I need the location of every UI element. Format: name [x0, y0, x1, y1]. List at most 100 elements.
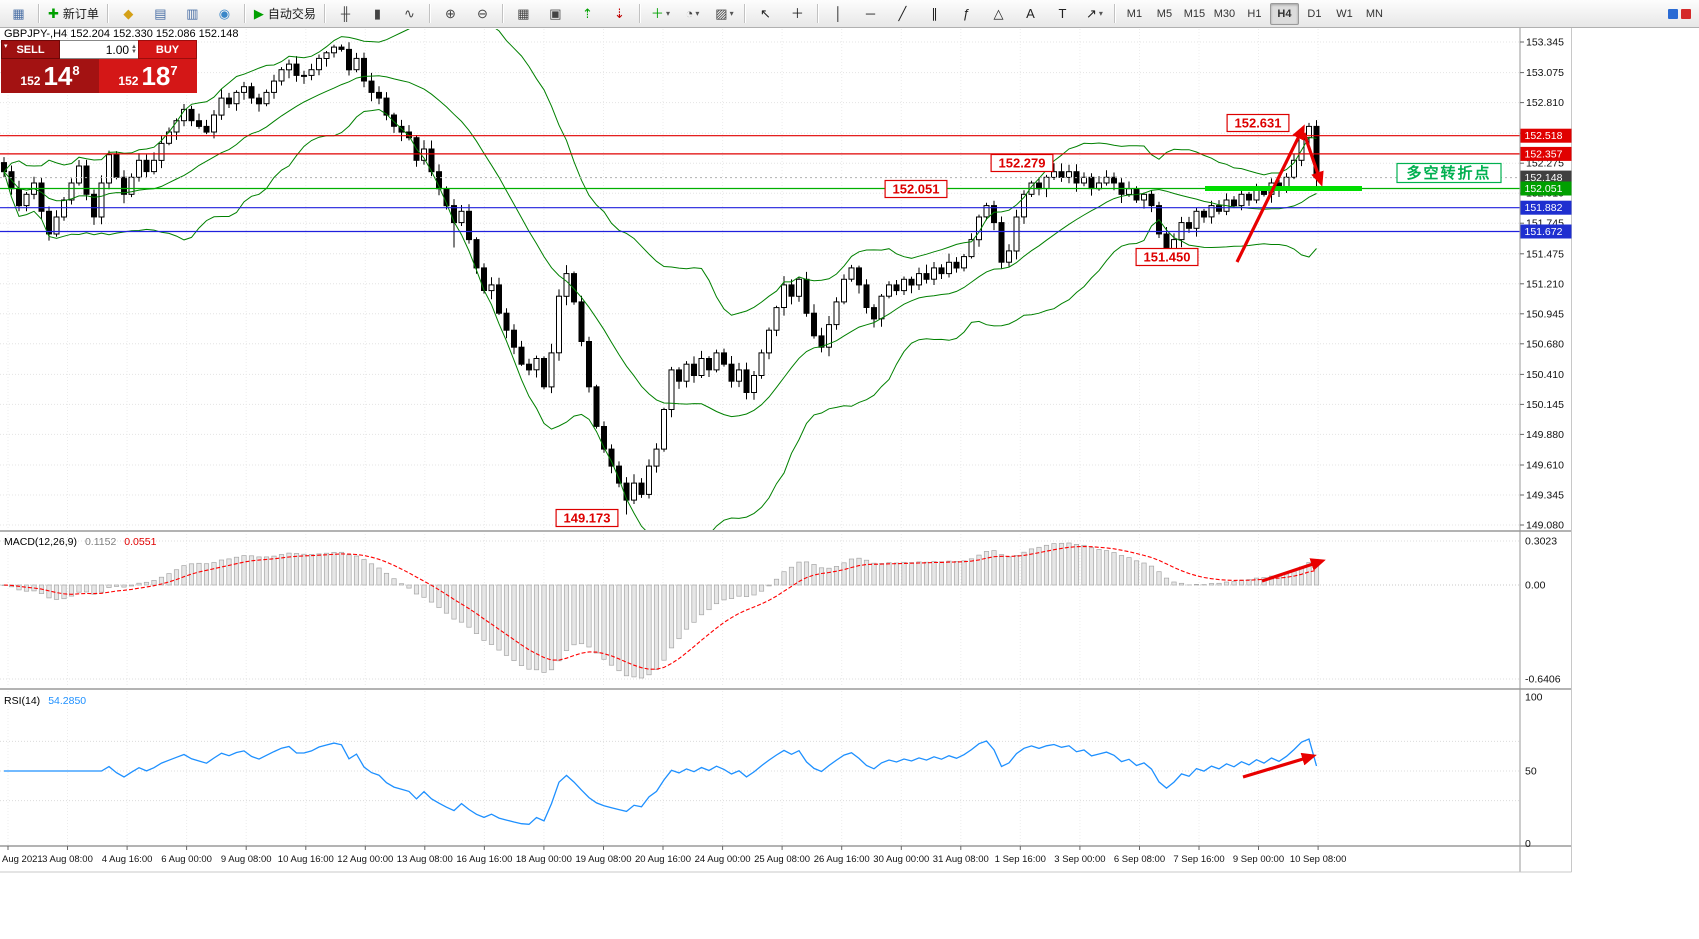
time-label[interactable]: 20 Aug 16:00: [635, 854, 691, 865]
support-zone-line[interactable]: [1205, 186, 1362, 191]
arrange-windows-icon: ▣: [549, 6, 562, 21]
time-label[interactable]: 24 Aug 00:00: [695, 854, 751, 865]
timeframe-w1-button[interactable]: W1: [1336, 7, 1353, 20]
market-watch-icon[interactable]: ▥: [177, 2, 208, 26]
time-label[interactable]: 31 Aug 08:00: [933, 854, 989, 865]
buy-price-pips: 18: [141, 61, 171, 91]
price-annotation[interactable]: 151.450: [1135, 247, 1199, 267]
time-label[interactable]: 6 Aug 00:00: [161, 854, 212, 865]
candle-chart-type-icon[interactable]: ▮: [362, 2, 393, 26]
cursor-icon[interactable]: ↖: [750, 2, 781, 26]
sell-price-big-figure: 152: [20, 73, 41, 88]
trend-arrow[interactable]: [1242, 752, 1317, 779]
volume-field[interactable]: 1.00 ▲ ▼: [60, 40, 138, 59]
bar-chart-type-icon[interactable]: ╫: [330, 2, 361, 26]
timeframe-m1-button[interactable]: M1: [1126, 7, 1143, 20]
time-label[interactable]: 25 Aug 08:00: [754, 854, 810, 865]
trendline-icon[interactable]: ╱: [887, 2, 918, 26]
periods-icon[interactable]: ◔ ▾: [677, 2, 708, 26]
trend-arrow[interactable]: [1235, 124, 1305, 263]
time-label[interactable]: 16 Aug 16:00: [456, 854, 512, 865]
horizontal-line-icon[interactable]: ─: [855, 2, 886, 26]
trend-arrow[interactable]: [1302, 132, 1324, 187]
toolbar-separator: [816, 4, 819, 23]
turning-point-annotation[interactable]: 多空转折点: [1396, 162, 1502, 184]
channel-icon[interactable]: ∥: [919, 2, 950, 26]
price-annotation[interactable]: 152.279: [990, 153, 1054, 173]
scroll-down-icon[interactable]: ⇣: [604, 2, 635, 26]
chevron-down-icon[interactable]: ▾: [1098, 9, 1103, 18]
stepper-down-icon[interactable]: ▼: [131, 48, 137, 55]
autotrading-button[interactable]: ▶ 自动交易: [250, 2, 320, 26]
timeframe-m15-button[interactable]: M15: [1183, 7, 1206, 20]
zoom-out-icon: ⊖: [476, 6, 488, 21]
time-label[interactable]: 13 Aug 08:00: [397, 854, 453, 865]
indicators-icon[interactable]: ＋ ▾: [645, 2, 676, 26]
trend-arrow[interactable]: [1261, 558, 1326, 583]
timeframe-mn-button[interactable]: MN: [1365, 7, 1383, 20]
chevron-down-icon[interactable]: ▾: [695, 9, 700, 18]
cursor-icon: ↖: [759, 6, 771, 21]
connection-status-icon[interactable]: [1668, 8, 1678, 19]
buy-button[interactable]: BUY: [138, 40, 197, 59]
chevron-down-icon[interactable]: ▾: [665, 9, 670, 18]
new-order-button[interactable]: ✚ 新订单: [44, 2, 103, 26]
vertical-line-icon[interactable]: │: [823, 2, 854, 26]
time-label[interactable]: 12 Aug 00:00: [337, 854, 393, 865]
sell-button[interactable]: SELL: [1, 40, 60, 59]
chevron-down-icon[interactable]: ▾: [729, 9, 734, 18]
fibonacci-icon[interactable]: ƒ: [951, 2, 982, 26]
svg-text:151.450: 151.450: [1144, 250, 1191, 265]
zoom-in-icon[interactable]: ⊕: [435, 2, 466, 26]
time-label[interactable]: 1 Sep 16:00: [995, 854, 1046, 865]
timeframe-h1-button[interactable]: H1: [1247, 7, 1262, 20]
charts-icon[interactable]: ▤: [145, 2, 176, 26]
price-annotation[interactable]: 152.051: [884, 179, 948, 199]
price-axis-label: 151.475: [1526, 248, 1564, 260]
time-label[interactable]: 7 Sep 16:00: [1173, 854, 1224, 865]
stepper-up-icon[interactable]: ▲: [131, 43, 137, 50]
arrange-windows-icon[interactable]: ▣: [540, 2, 571, 26]
timeframe-m30-button[interactable]: M30: [1213, 7, 1236, 20]
time-label[interactable]: 10 Aug 16:00: [278, 854, 334, 865]
volume-stepper[interactable]: ▲ ▼: [131, 43, 137, 55]
arrows-tool-icon[interactable]: ↗ ▾: [1079, 2, 1110, 26]
zoom-out-icon[interactable]: ⊖: [467, 2, 498, 26]
time-label[interactable]: 6 Sep 08:00: [1114, 854, 1165, 865]
shapes-icon[interactable]: △: [983, 2, 1014, 26]
tile-windows-icon[interactable]: ▦: [508, 2, 539, 26]
time-label[interactable]: 19 Aug 08:00: [576, 854, 632, 865]
info-icon[interactable]: ◉: [209, 2, 240, 26]
time-label[interactable]: 9 Aug 08:00: [221, 854, 272, 865]
templates-icon[interactable]: ▨ ▾: [709, 2, 740, 26]
chart-window-icon[interactable]: ▦: [3, 2, 34, 26]
text-icon[interactable]: A: [1015, 2, 1046, 26]
price-annotation[interactable]: 152.631: [1226, 113, 1290, 133]
price-annotation[interactable]: 149.173: [555, 508, 619, 528]
time-label[interactable]: 4 Aug 16:00: [102, 854, 153, 865]
scroll-up-icon[interactable]: ⇡: [572, 2, 603, 26]
timeframe-d1-button[interactable]: D1: [1307, 7, 1322, 20]
collapse-trade-panel-icon[interactable]: ▾: [4, 43, 8, 50]
time-label[interactable]: Aug 2021: [2, 854, 43, 865]
timeframe-m5-button[interactable]: M5: [1156, 7, 1173, 20]
sell-price[interactable]: 152 14 8: [1, 59, 99, 93]
time-label[interactable]: 10 Sep 08:00: [1290, 854, 1347, 865]
time-label[interactable]: 3 Sep 00:00: [1054, 854, 1105, 865]
time-label[interactable]: 26 Aug 16:00: [814, 854, 870, 865]
price-axis[interactable]: 153.345153.075152.810152.540152.275152.0…: [1520, 37, 1564, 532]
crosshair-icon[interactable]: ＋: [782, 2, 813, 26]
alert-icon[interactable]: [1681, 8, 1691, 19]
price-axis-label: 151.210: [1526, 278, 1564, 290]
line-chart-type-icon[interactable]: ∿: [394, 2, 425, 26]
buy-price[interactable]: 152 18 7: [99, 59, 197, 93]
mql5-icon[interactable]: ◆: [113, 2, 144, 26]
time-label[interactable]: 18 Aug 00:00: [516, 854, 572, 865]
timeframe-h4-button[interactable]: H4: [1269, 2, 1299, 25]
label-icon[interactable]: T: [1047, 2, 1078, 26]
time-label[interactable]: 30 Aug 00:00: [873, 854, 929, 865]
time-axis[interactable]: Aug 2021 3 Aug 08:00 4 Aug 16:00 6 Aug 00:0…: [2, 846, 1346, 865]
time-label[interactable]: 3 Aug 08:00: [42, 854, 93, 865]
time-label[interactable]: 9 Sep 00:00: [1233, 854, 1284, 865]
